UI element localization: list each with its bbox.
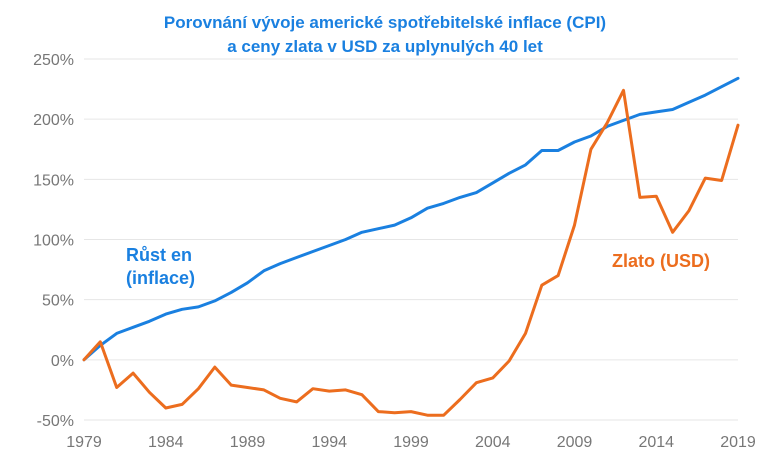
y-tick-label: 150% [33, 172, 74, 189]
y-tick-label: 250% [33, 52, 74, 69]
series-lines [82, 76, 740, 417]
cpi-annotation-line-2: (inflace) [126, 268, 195, 288]
chart-title-line-2: a ceny zlata v USD za uplynulých 40 let [227, 37, 543, 56]
y-axis-tick-labels: -50% 0% 50% 100% 150% 200% 250% [33, 52, 74, 430]
series-annotations: Růst en (inflace) Zlato (USD) [126, 245, 710, 288]
x-tick-label: 2019 [720, 434, 756, 451]
cpi-series-line [82, 76, 740, 362]
x-tick-label: 1984 [148, 434, 184, 451]
x-tick-label: 1994 [311, 434, 347, 451]
x-axis-tick-labels: 1979 1984 1989 1994 1999 2004 2009 2014 2019 [66, 434, 756, 451]
chart-title: Porovnání vývoje americké spotřebitelské… [164, 13, 606, 56]
chart-title-line-1: Porovnání vývoje americké spotřebitelské… [164, 13, 606, 32]
y-tick-label: 200% [33, 112, 74, 129]
y-tick-label: 100% [33, 233, 74, 250]
x-tick-label: 2004 [475, 434, 511, 451]
gold-series-line [82, 88, 740, 417]
x-tick-label: 2009 [557, 434, 593, 451]
y-tick-label: 0% [51, 353, 74, 370]
y-tick-label: 50% [42, 293, 74, 310]
x-tick-label: 1999 [393, 434, 429, 451]
x-tick-label: 1989 [230, 434, 266, 451]
cpi-annotation-line-1: Růst en [126, 245, 192, 265]
gold-annotation: Zlato (USD) [612, 251, 710, 271]
gridlines [84, 58, 738, 421]
x-tick-label: 1979 [66, 434, 102, 451]
x-tick-label: 2014 [638, 434, 674, 451]
y-tick-label: -50% [37, 413, 74, 430]
